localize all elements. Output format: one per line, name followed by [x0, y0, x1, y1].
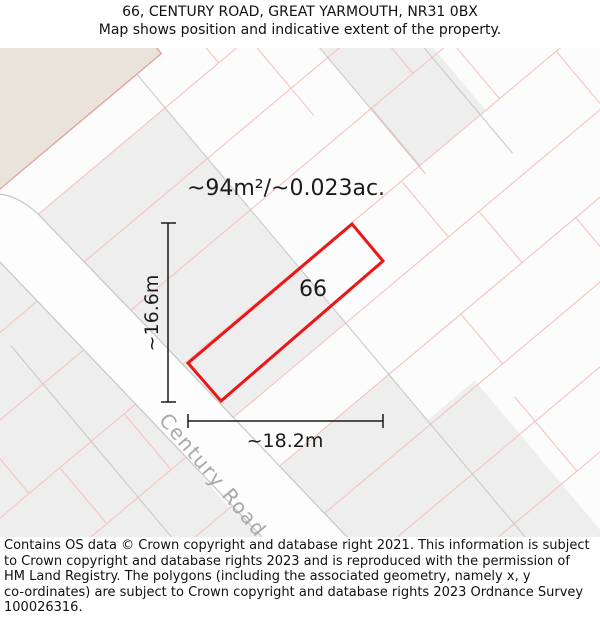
height-dimension-label: ~16.6m	[141, 275, 163, 352]
gray-parcels	[0, 48, 600, 537]
copyright-footer: Contains OS data © Crown copyright and d…	[0, 538, 600, 616]
property-outline	[185, 221, 386, 404]
footer-line: 100026316.	[4, 600, 83, 616]
width-dimension-label: ~18.2m	[247, 430, 324, 452]
map: ~94m²/~0.023ac. 66 ~16.6m ~18.2m Century…	[0, 48, 600, 537]
property-number-label: 66	[299, 277, 327, 302]
road-edge-upper	[0, 193, 348, 537]
pink-lot-lines	[0, 48, 600, 537]
parcel-pattern	[0, 48, 600, 537]
road-edge-lower	[0, 261, 263, 537]
footer-line: to Crown copyright and database rights 2…	[4, 553, 570, 569]
page-subtitle: Map shows position and indicative extent…	[98, 22, 502, 38]
area-label: ~94m²/~0.023ac.	[187, 176, 385, 201]
footer-line: Contains OS data © Crown copyright and d…	[4, 538, 590, 553]
gray-boundary-lines	[10, 48, 570, 537]
footer-line: co-ordinates) are subject to Crown copyr…	[4, 584, 584, 600]
map-header: 66, CENTURY ROAD, GREAT YARMOUTH, NR31 0…	[0, 3, 600, 39]
footer-line: HM Land Registry. The polygons (includin…	[4, 569, 531, 585]
height-dimension-line	[161, 222, 176, 403]
map-svg: ~94m²/~0.023ac. 66 ~16.6m ~18.2m Century…	[0, 48, 600, 537]
road-shape	[0, 194, 348, 537]
width-dimension-line	[187, 414, 384, 428]
page-title: 66, CENTURY ROAD, GREAT YARMOUTH, NR31 0…	[122, 4, 478, 20]
